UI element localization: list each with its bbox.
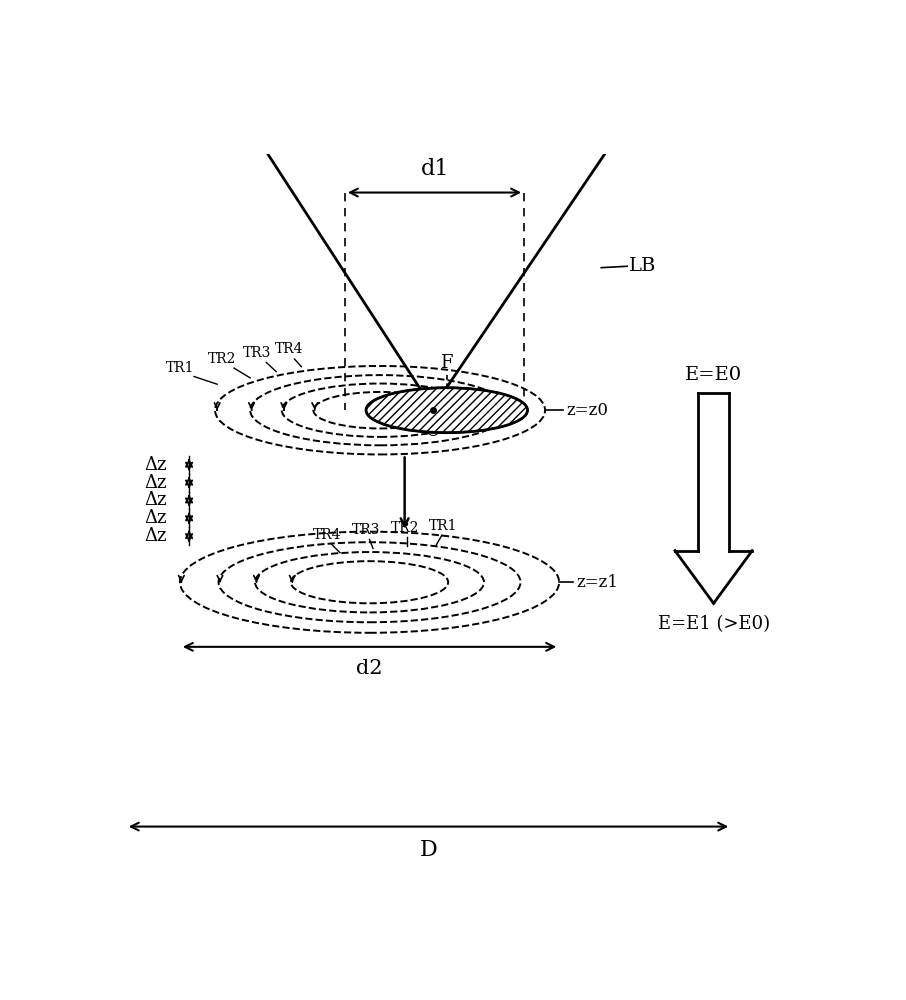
Ellipse shape (366, 388, 527, 433)
Text: Δz: Δz (144, 491, 167, 509)
Text: z=z1: z=z1 (576, 574, 619, 591)
Text: TR3: TR3 (243, 346, 272, 360)
Text: E=E1 (>E0): E=E1 (>E0) (658, 615, 770, 633)
Text: TR3: TR3 (352, 523, 381, 537)
Text: d2: d2 (356, 659, 382, 678)
Text: E=E0: E=E0 (685, 366, 742, 384)
Text: LB: LB (630, 257, 657, 275)
Text: C: C (426, 422, 439, 440)
Text: D: D (419, 839, 438, 861)
Text: F: F (440, 354, 453, 372)
Text: TR2: TR2 (207, 352, 236, 366)
Text: Δz: Δz (144, 509, 167, 527)
Text: Δz: Δz (144, 474, 167, 492)
Text: TR4: TR4 (275, 342, 303, 356)
Text: TR2: TR2 (390, 521, 419, 535)
Text: Δz: Δz (144, 527, 167, 545)
Text: z=z0: z=z0 (566, 402, 608, 419)
Text: d1: d1 (420, 158, 449, 180)
Text: TR1: TR1 (429, 519, 458, 533)
Text: Δz: Δz (144, 456, 167, 474)
Text: TR1: TR1 (166, 361, 194, 375)
Text: TR4: TR4 (313, 528, 342, 542)
